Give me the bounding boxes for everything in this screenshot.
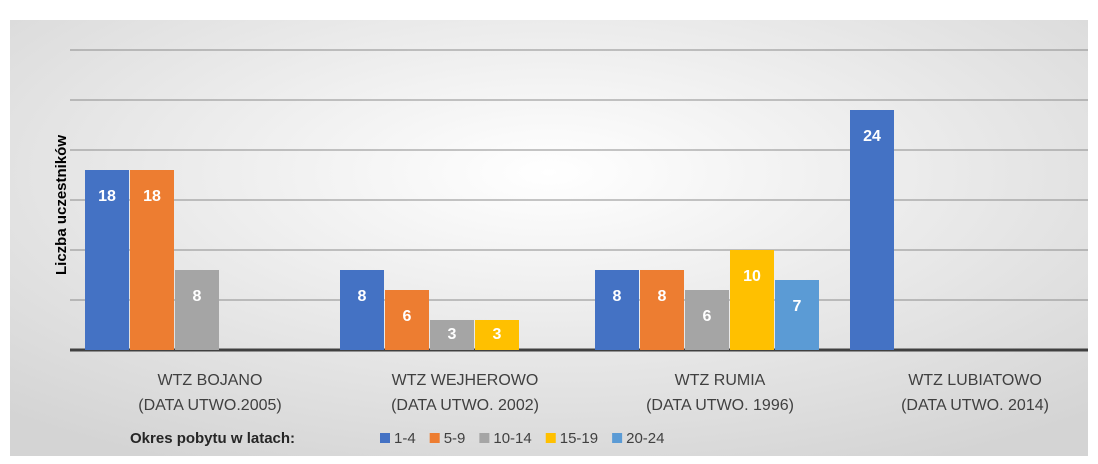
bar [595, 270, 639, 350]
bar [130, 170, 174, 350]
x-tick-label: (DATA UTWO. 2002) [391, 397, 539, 414]
value-label: 3 [493, 326, 502, 343]
value-label: 3 [448, 326, 457, 343]
legend-swatch [545, 433, 556, 443]
legend-label: 15-19 [560, 430, 598, 447]
x-tick-label: WTZ WEJHEROWO [392, 372, 539, 389]
value-label: 10 [743, 268, 761, 285]
value-label: 8 [358, 288, 367, 305]
bar [730, 250, 774, 350]
bar [475, 320, 519, 350]
x-tick-label: WTZ RUMIA [675, 372, 766, 389]
legend-label: 1-4 [394, 430, 416, 447]
legend-label: 20-24 [626, 430, 664, 447]
legend-swatch [479, 433, 490, 443]
value-label: 7 [793, 298, 802, 315]
legend-swatch [429, 433, 440, 443]
legend-label: 10-14 [493, 430, 531, 447]
bar [640, 270, 684, 350]
value-label: 18 [143, 188, 161, 205]
bar [340, 270, 384, 350]
x-tick-label: (DATA UTWO. 1996) [646, 397, 794, 414]
x-tick-label: (DATA UTWO.2005) [138, 397, 281, 414]
plot-background [10, 20, 1088, 456]
x-tick-label: WTZ BOJANO [158, 372, 263, 389]
bar [385, 290, 429, 350]
bar [685, 290, 729, 350]
value-label: 8 [613, 288, 622, 305]
legend-swatch [612, 433, 623, 443]
y-axis-label: Liczba uczestników [53, 135, 70, 275]
value-label: 8 [193, 288, 202, 305]
bar [775, 280, 819, 350]
x-tick-label: WTZ LUBIATOWO [908, 372, 1042, 389]
value-label: 8 [658, 288, 667, 305]
legend-label: 5-9 [444, 430, 466, 447]
bar [850, 110, 894, 350]
value-label: 24 [863, 128, 881, 145]
legend-swatch [380, 433, 390, 443]
bar [430, 320, 474, 350]
value-label: 6 [403, 308, 412, 325]
value-label: 18 [98, 188, 116, 205]
legend-title: Okres pobytu w latach: [130, 430, 295, 447]
bar [85, 170, 129, 350]
value-label: 6 [703, 308, 712, 325]
x-tick-label: (DATA UTWO. 2014) [901, 397, 1049, 414]
bar [175, 270, 219, 350]
